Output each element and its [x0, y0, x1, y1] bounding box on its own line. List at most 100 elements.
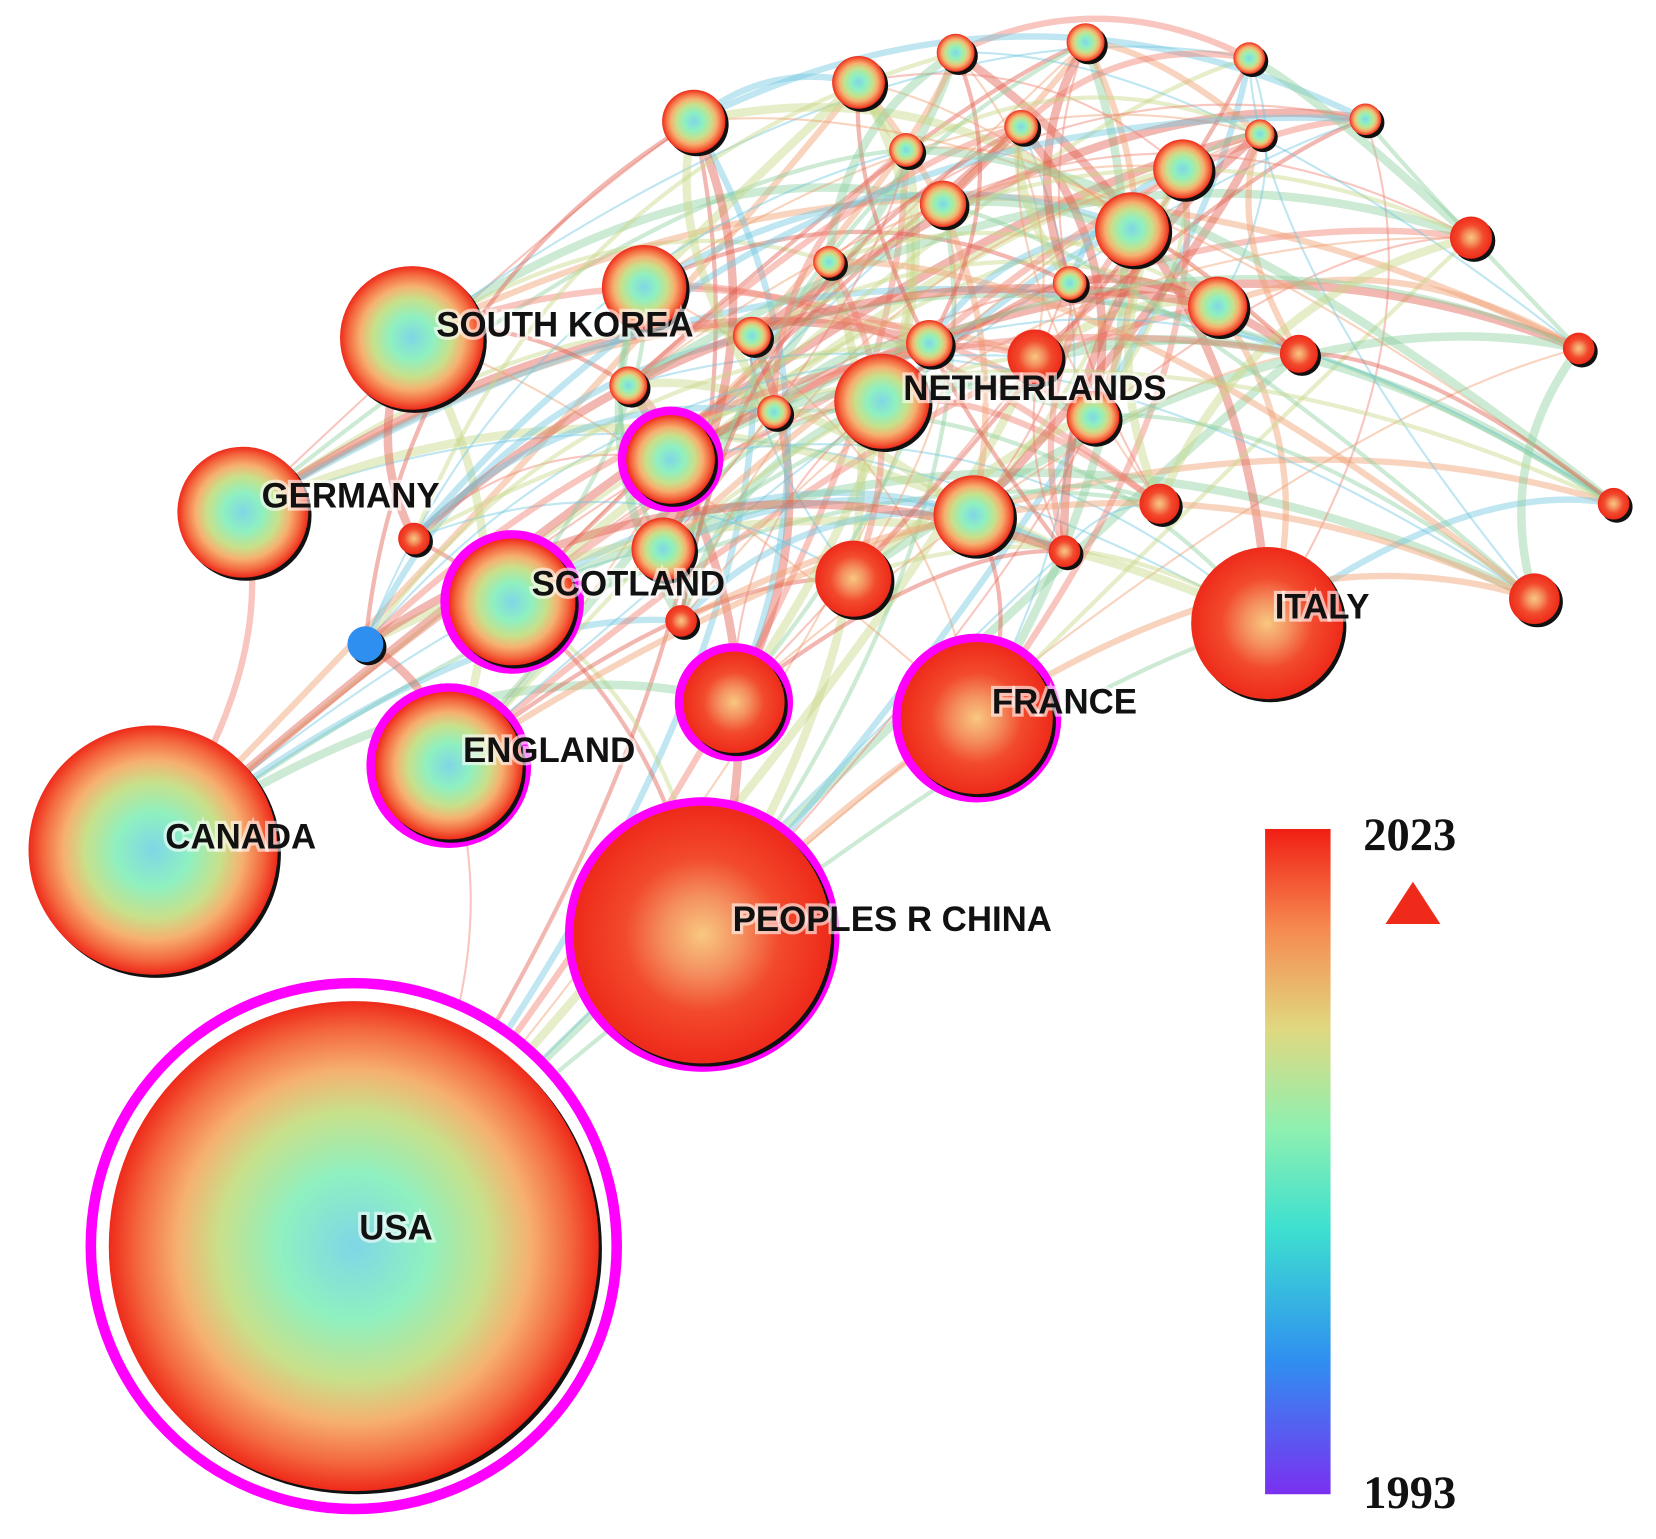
link [411, 114, 1366, 541]
link [412, 368, 1615, 541]
link [509, 164, 1184, 606]
node [1562, 332, 1595, 365]
link [680, 167, 1184, 622]
link [643, 282, 1162, 507]
node [815, 540, 892, 617]
arrow-head [1385, 881, 1441, 924]
node [1139, 483, 1180, 524]
node-label: ENGLAND [463, 731, 635, 770]
link [970, 132, 1264, 519]
link [150, 80, 862, 853]
node [398, 522, 430, 555]
node [1279, 334, 1318, 373]
node-label: ITALY [1275, 588, 1370, 627]
node [1349, 103, 1382, 136]
link [626, 123, 1022, 388]
link [679, 40, 1087, 622]
link [824, 49, 958, 263]
node-label: SCOTLAND [532, 564, 725, 603]
node-label: PEOPLES R CHINA [733, 900, 1052, 939]
link [927, 51, 983, 345]
link [972, 282, 1072, 516]
link [670, 443, 1268, 624]
link [1092, 413, 1536, 601]
link [679, 124, 1023, 622]
link [772, 342, 1036, 415]
node-label: USA [359, 1208, 433, 1247]
node-label: NETHERLANDS [903, 369, 1166, 408]
link [954, 15, 1251, 61]
link [242, 120, 695, 513]
link [828, 230, 1219, 309]
link [1155, 233, 1473, 506]
link [692, 103, 1135, 233]
node [601, 244, 687, 330]
node [1007, 329, 1063, 385]
link [669, 202, 944, 461]
node [832, 55, 885, 109]
link [241, 327, 753, 514]
link [1032, 282, 1071, 552]
node [177, 446, 309, 578]
node-label: SOUTH KOREA [436, 306, 693, 345]
link [150, 129, 1261, 854]
link [643, 229, 1071, 290]
nodes [28, 23, 1633, 1515]
node [631, 517, 695, 581]
node [757, 394, 791, 429]
node [573, 805, 832, 1064]
link [662, 149, 908, 550]
link [669, 56, 1250, 461]
link [852, 203, 957, 580]
link [954, 52, 1045, 358]
node [340, 266, 484, 410]
node [683, 651, 785, 753]
link [409, 183, 945, 342]
link [750, 259, 1219, 338]
link [448, 118, 1366, 767]
link [749, 108, 1367, 340]
legend-min: 1993 [1363, 1468, 1456, 1519]
link [240, 316, 931, 516]
node [889, 133, 923, 167]
link [151, 489, 1160, 852]
node [1095, 192, 1169, 267]
link [733, 352, 1300, 704]
link [773, 275, 1580, 414]
link [942, 201, 1536, 601]
node [1245, 119, 1275, 149]
link [1248, 58, 1536, 600]
link [626, 188, 1473, 390]
link [751, 293, 1615, 506]
link [1018, 50, 1250, 130]
node [108, 1001, 599, 1492]
link [643, 113, 1261, 289]
link [955, 51, 1580, 350]
link [701, 347, 1579, 936]
link [700, 203, 956, 936]
link [661, 339, 1300, 551]
link [413, 500, 854, 580]
link [1245, 133, 1302, 356]
link [1363, 118, 1581, 350]
node [662, 89, 726, 154]
link [661, 340, 931, 552]
link [973, 40, 1129, 721]
link [942, 197, 1221, 310]
node [900, 642, 1053, 795]
link [975, 236, 1473, 720]
node [834, 353, 930, 449]
link [1266, 118, 1390, 624]
node [347, 626, 384, 663]
link [906, 145, 1617, 508]
scene: USA PEOPLES R CHINA CANADA ENGLAND SCOTLAND G… [28, 15, 1633, 1519]
node [1188, 276, 1248, 336]
link [241, 147, 907, 514]
link [828, 103, 1366, 263]
node [1597, 487, 1630, 520]
link [510, 125, 1023, 604]
link [1047, 227, 1135, 553]
link [1042, 40, 1090, 285]
link [1247, 54, 1474, 241]
